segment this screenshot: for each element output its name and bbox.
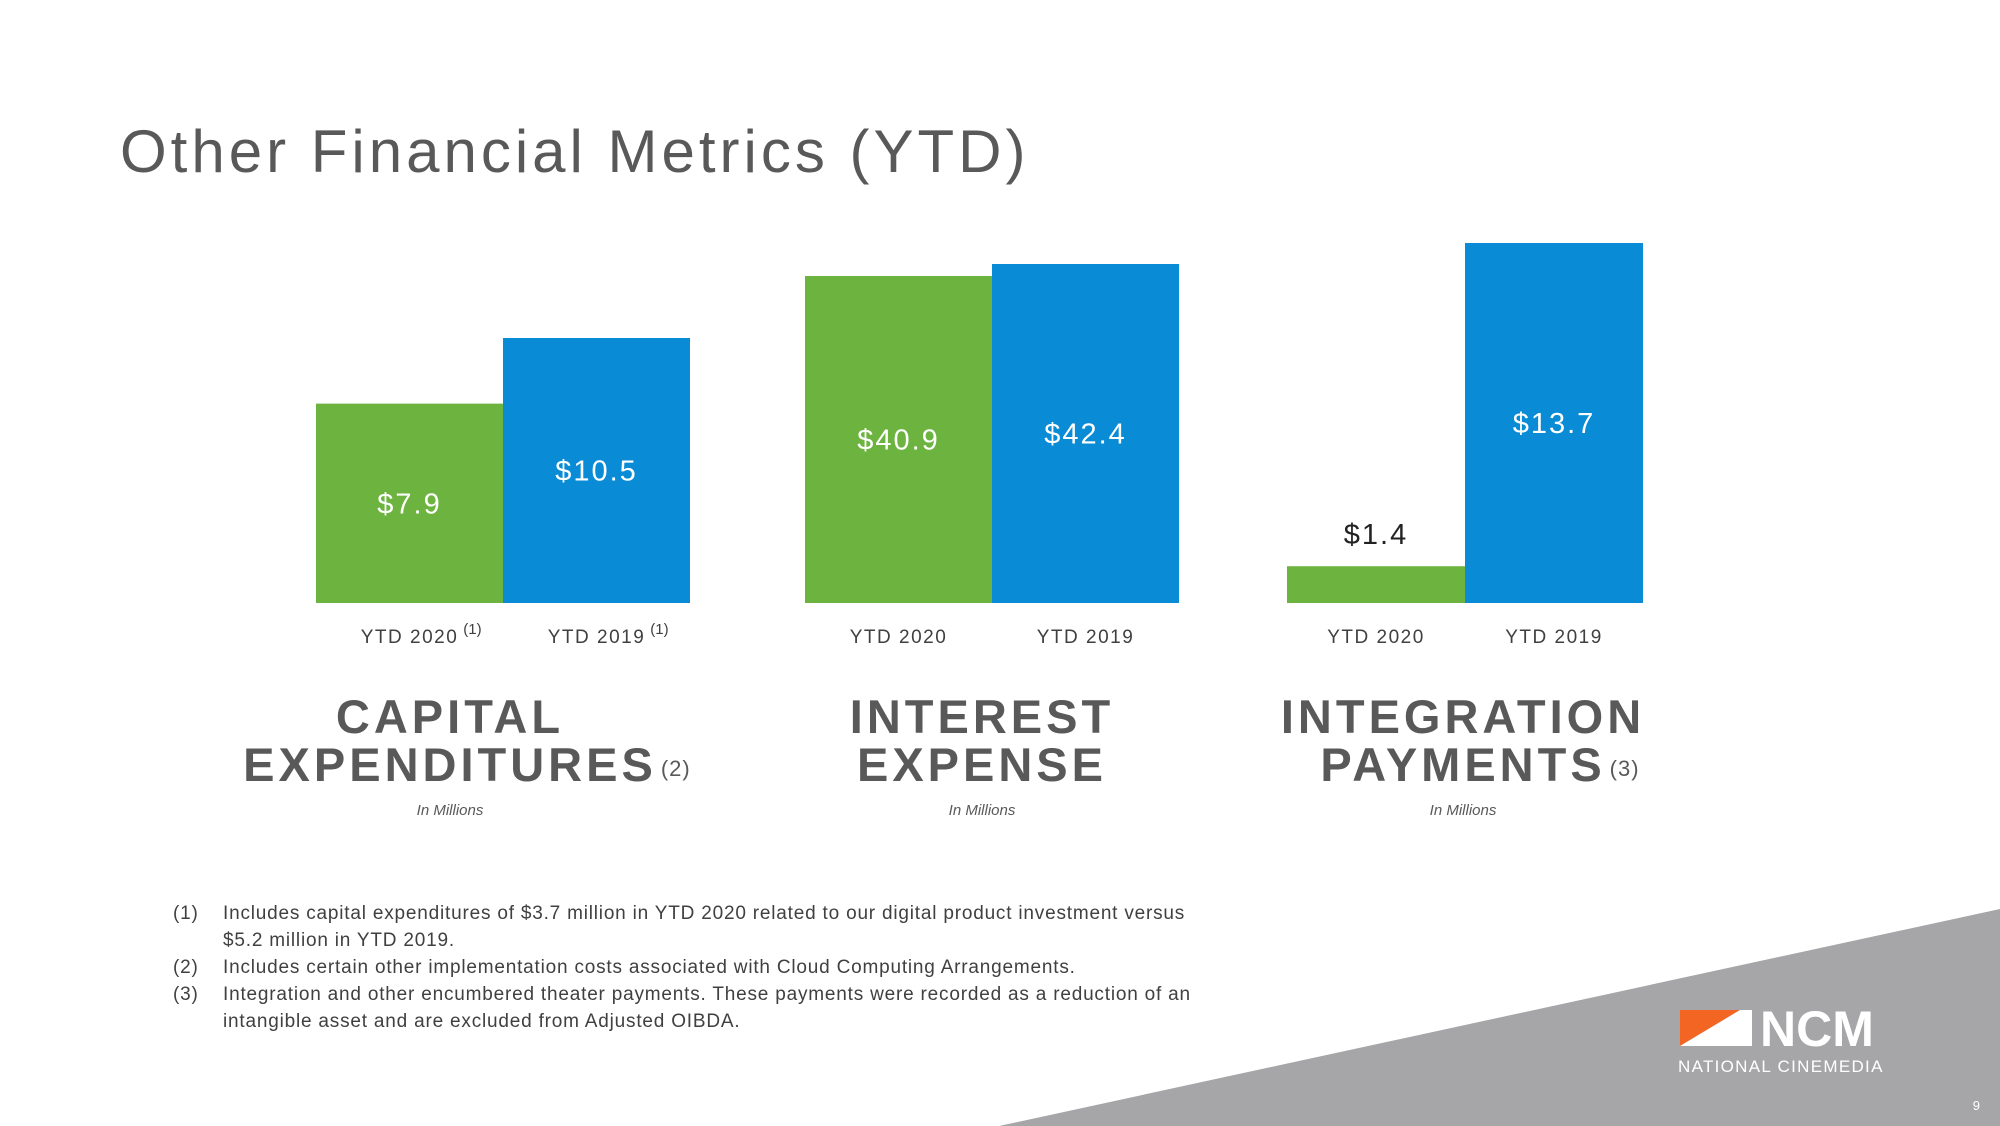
- value-label: $10.5: [555, 456, 638, 488]
- chart-title: EXPENSE: [857, 738, 1107, 791]
- slide-title: Other Financial Metrics (YTD): [120, 118, 1029, 185]
- category-note: (1): [650, 621, 668, 638]
- footnote-text: $5.2 million in YTD 2019.: [223, 930, 455, 951]
- value-label: $40.9: [857, 424, 940, 456]
- footnote-text: Includes certain other implementation co…: [223, 957, 1076, 978]
- chart-title: CAPITAL: [336, 690, 564, 743]
- value-label: $7.9: [377, 488, 441, 520]
- logo-mark: NCM: [1760, 1001, 1874, 1057]
- footnote-marker: (2): [173, 957, 199, 978]
- chart-title: EXPENDITURES: [243, 738, 657, 791]
- bar: [1287, 566, 1465, 603]
- bar: [503, 338, 690, 603]
- logo-tagline: NATIONAL CINEMEDIA: [1678, 1057, 1884, 1076]
- bar: [992, 264, 1179, 603]
- x-tick-label: YTD 2019: [1505, 627, 1603, 648]
- logo-white: [1680, 1010, 1752, 1046]
- x-tick-label: YTD 2019: [1037, 627, 1135, 648]
- bar: [1465, 243, 1643, 603]
- title-note: (3): [1610, 756, 1640, 781]
- logo-icon: [1680, 1010, 1752, 1046]
- chart-title: PAYMENTS: [1320, 738, 1605, 791]
- chart-subtitle: In Millions: [417, 802, 484, 819]
- footnote-text: intangible asset and are excluded from A…: [223, 1011, 740, 1032]
- chart-title: INTEGRATION: [1281, 690, 1645, 743]
- value-label: $42.4: [1044, 419, 1127, 451]
- title-note: (2): [661, 756, 691, 781]
- footnote-text: Includes capital expenditures of $3.7 mi…: [223, 903, 1185, 924]
- bar: [316, 403, 503, 603]
- bar: [805, 275, 992, 603]
- page-number: 9: [1973, 1098, 1980, 1113]
- x-tick-label: YTD 2020: [1327, 627, 1425, 648]
- value-label: $13.7: [1513, 408, 1596, 440]
- footnote-text: Integration and other encumbered theater…: [223, 984, 1191, 1005]
- footnote-marker: (1): [173, 903, 199, 924]
- footnote-marker: (3): [173, 984, 199, 1005]
- x-tick-label: YTD 2019: [548, 627, 646, 648]
- x-tick-label: YTD 2020: [361, 627, 459, 648]
- category-note: (1): [463, 621, 481, 638]
- chart-subtitle: In Millions: [949, 802, 1016, 819]
- corner-triangle: [999, 909, 2000, 1126]
- chart-title: INTEREST: [850, 690, 1114, 743]
- x-tick-label: YTD 2020: [850, 627, 948, 648]
- value-label: $1.4: [1344, 519, 1408, 551]
- chart-subtitle: In Millions: [1430, 802, 1497, 819]
